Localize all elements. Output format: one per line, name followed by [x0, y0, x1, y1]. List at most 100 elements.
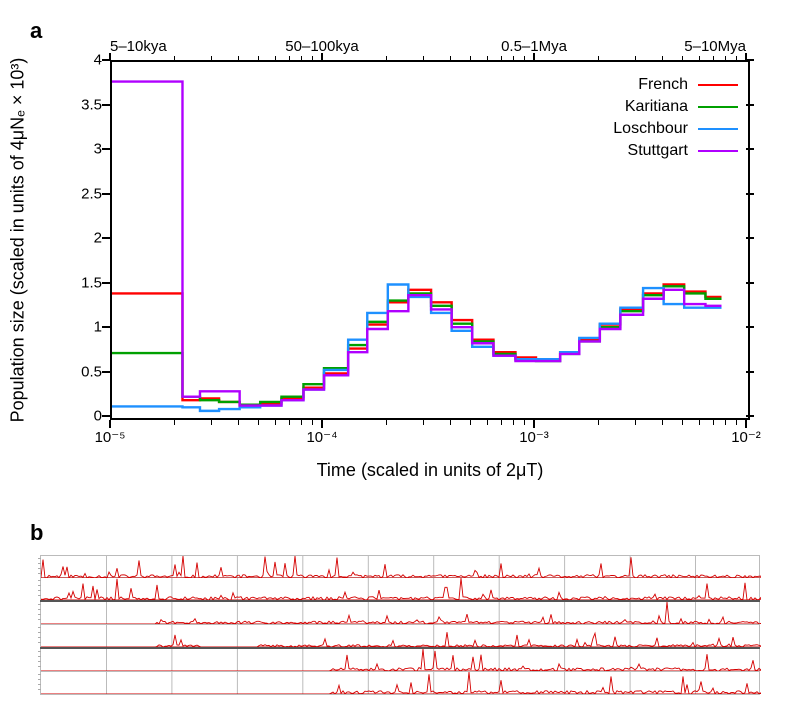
legend-label: Stuttgart	[628, 142, 688, 160]
x-minor-tick	[635, 56, 636, 61]
legend-swatch	[698, 150, 738, 153]
y-tick	[746, 59, 754, 61]
x-minor-tick	[725, 420, 726, 425]
x-tick	[109, 420, 111, 428]
legend-item-loschbour: Loschbour	[613, 118, 738, 140]
y-axis-label: Population size (scaled in units of 4μNₑ…	[8, 58, 29, 423]
x-minor-tick	[450, 56, 451, 61]
x-tick-label: 10⁻⁴	[306, 428, 337, 446]
x-minor-tick	[238, 420, 239, 425]
x-minor-tick	[699, 420, 700, 425]
x-minor-tick	[598, 56, 599, 61]
legend-label: French	[638, 76, 688, 94]
panel-b	[40, 555, 760, 705]
x-minor-tick	[501, 420, 502, 425]
x-minor-tick	[524, 420, 525, 425]
y-tick	[746, 326, 754, 328]
y-tick	[746, 104, 754, 106]
x-minor-tick	[736, 56, 737, 61]
y-tick-label: 4	[94, 52, 102, 69]
track-row	[40, 602, 760, 624]
legend-swatch	[698, 84, 738, 87]
x-minor-tick	[301, 420, 302, 425]
y-tick-label: 3	[94, 141, 102, 158]
y-tick	[102, 59, 110, 61]
legend-swatch	[698, 128, 738, 131]
x-minor-tick	[662, 56, 663, 61]
y-tick	[102, 104, 110, 106]
x-minor-tick	[238, 56, 239, 61]
x-minor-tick	[312, 56, 313, 61]
legend-item-karitiana: Karitiana	[613, 96, 738, 118]
x-minor-tick	[423, 56, 424, 61]
x-minor-tick	[487, 56, 488, 61]
x-minor-tick	[258, 420, 259, 425]
y-tick	[102, 371, 110, 373]
figure: a Population size (scaled in units of 4μ…	[0, 0, 800, 711]
y-tick-label: 1.5	[81, 274, 102, 291]
y-tick	[746, 148, 754, 150]
x-minor-tick	[713, 56, 714, 61]
x-minor-tick	[736, 420, 737, 425]
track-row	[40, 672, 760, 694]
x-minor-tick	[725, 56, 726, 61]
y-tick	[102, 148, 110, 150]
x-minor-tick	[635, 420, 636, 425]
top-time-label: 5–10kya	[110, 38, 167, 55]
legend-label: Karitiana	[625, 98, 688, 116]
top-time-label: 0.5–1Mya	[501, 38, 567, 55]
x-minor-tick	[275, 420, 276, 425]
x-minor-tick	[513, 56, 514, 61]
x-minor-tick	[524, 56, 525, 61]
x-minor-tick	[312, 420, 313, 425]
y-tick	[746, 282, 754, 284]
track-row	[40, 555, 760, 577]
track-svg	[41, 625, 761, 647]
y-tick	[102, 326, 110, 328]
x-minor-tick	[682, 56, 683, 61]
x-minor-tick	[699, 56, 700, 61]
track-row	[40, 578, 760, 600]
x-tick	[745, 420, 747, 428]
x-minor-tick	[487, 420, 488, 425]
legend-item-french: French	[613, 74, 738, 96]
x-minor-tick	[501, 56, 502, 61]
x-minor-tick	[211, 420, 212, 425]
y-tick-label: 3.5	[81, 96, 102, 113]
x-minor-tick	[386, 56, 387, 61]
track-row	[40, 649, 760, 671]
legend: French Karitiana Loschbour Stuttgart	[613, 74, 738, 162]
x-minor-tick	[386, 420, 387, 425]
y-tick	[746, 371, 754, 373]
x-minor-tick	[513, 420, 514, 425]
x-minor-tick	[662, 420, 663, 425]
x-minor-tick	[174, 420, 175, 425]
x-tick-label: 10⁻²	[731, 428, 761, 446]
x-minor-tick	[682, 420, 683, 425]
track-svg	[41, 556, 761, 578]
y-tick	[102, 193, 110, 195]
x-tick-label: 10⁻³	[519, 428, 549, 446]
y-tick	[102, 282, 110, 284]
x-minor-tick	[174, 56, 175, 61]
x-minor-tick	[450, 420, 451, 425]
track-svg	[41, 672, 761, 694]
panel-b-label: b	[30, 520, 43, 546]
y-tick-label: 2	[94, 230, 102, 247]
x-minor-tick	[289, 56, 290, 61]
x-tick	[533, 420, 535, 428]
x-minor-tick	[275, 56, 276, 61]
legend-label: Loschbour	[613, 120, 688, 138]
x-minor-tick	[211, 56, 212, 61]
y-tick-label: 1	[94, 319, 102, 336]
x-minor-tick	[598, 420, 599, 425]
y-tick	[102, 237, 110, 239]
track-svg	[41, 578, 761, 600]
track-svg	[41, 602, 761, 624]
y-tick-label: 0	[94, 408, 102, 425]
x-minor-tick	[289, 420, 290, 425]
x-minor-tick	[470, 420, 471, 425]
x-minor-tick	[258, 56, 259, 61]
x-tick-label: 10⁻⁵	[95, 428, 126, 446]
top-time-label: 5–10Mya	[684, 38, 746, 55]
